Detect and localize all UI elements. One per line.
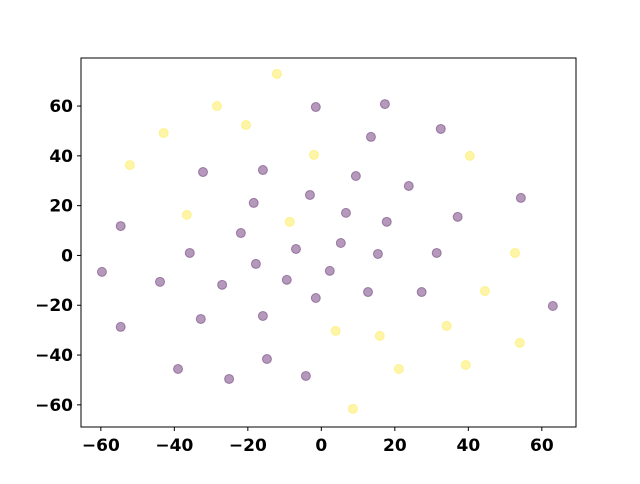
point	[514, 337, 525, 348]
x-tick-label: 60	[530, 436, 554, 456]
point	[115, 221, 126, 232]
point	[441, 320, 452, 331]
y-tick-label: −20	[35, 296, 73, 316]
point	[284, 216, 295, 227]
point	[300, 370, 311, 381]
point	[310, 293, 321, 304]
y-tick-label: 0	[61, 246, 73, 266]
point	[379, 99, 390, 110]
y-tick-label: 60	[49, 97, 73, 117]
point	[195, 313, 206, 324]
point	[350, 171, 361, 182]
point	[304, 189, 315, 200]
point	[173, 363, 184, 374]
x-tick-label: −20	[229, 436, 267, 456]
x-tick-label: 40	[456, 436, 480, 456]
point	[308, 149, 319, 160]
point	[479, 286, 490, 297]
point	[460, 360, 471, 371]
point	[335, 237, 346, 248]
point	[224, 373, 235, 384]
point	[403, 180, 414, 191]
point	[217, 279, 228, 290]
x-tick-label: −60	[82, 436, 120, 456]
point	[271, 68, 282, 79]
point	[198, 167, 209, 178]
point	[374, 330, 385, 341]
point	[365, 131, 376, 142]
point	[155, 276, 166, 287]
point	[363, 287, 374, 298]
point	[452, 211, 463, 222]
point	[324, 265, 335, 276]
point	[347, 403, 358, 414]
point	[509, 247, 520, 258]
y-tick-label: −60	[35, 396, 73, 416]
point	[340, 207, 351, 218]
x-tick-label: 0	[315, 436, 327, 456]
y-tick-label: −40	[35, 346, 73, 366]
point	[372, 248, 383, 259]
point	[431, 247, 442, 258]
point	[515, 192, 526, 203]
point	[261, 354, 272, 365]
point	[184, 247, 195, 258]
y-tick-label: 20	[49, 197, 73, 217]
point	[330, 325, 341, 336]
point	[393, 363, 404, 374]
point	[381, 216, 392, 227]
y-tick-label: 40	[49, 147, 73, 167]
point	[115, 321, 126, 332]
point	[416, 287, 427, 298]
point	[435, 123, 446, 134]
point	[464, 150, 475, 161]
point	[181, 209, 192, 220]
point	[257, 165, 268, 176]
point	[250, 258, 261, 269]
point	[158, 127, 169, 138]
point	[257, 310, 268, 321]
point	[547, 300, 558, 311]
point	[248, 197, 259, 208]
plot-frame	[80, 57, 577, 428]
x-tick-label: 20	[383, 436, 407, 456]
point	[235, 228, 246, 239]
point	[96, 266, 107, 277]
point	[241, 119, 251, 130]
point	[290, 243, 301, 254]
point	[211, 101, 222, 112]
x-tick-label: −40	[155, 436, 193, 456]
point	[281, 274, 292, 285]
point	[124, 160, 135, 171]
point	[310, 102, 321, 113]
